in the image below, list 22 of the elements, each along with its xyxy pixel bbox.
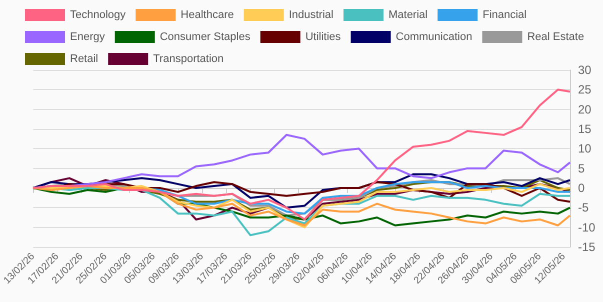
legend-label: Consumer Staples: [160, 31, 251, 43]
legend-label: Technology: [70, 9, 126, 21]
y-tick-label: 5: [578, 161, 585, 176]
legend-label: Material: [388, 9, 428, 21]
legend-label: Retail: [70, 53, 98, 65]
y-tick-label: -15: [578, 240, 596, 254]
y-tick-label: 15: [578, 122, 592, 136]
y-tick-label: 20: [578, 102, 592, 116]
legend-label: Communication: [396, 31, 472, 43]
y-tick-label: 25: [578, 82, 592, 97]
legend-label: Healthcare: [180, 9, 234, 21]
y-tick-label: -10: [578, 220, 596, 234]
legend-label: Utilities: [305, 31, 342, 43]
legend-label: Transportation: [153, 53, 224, 65]
y-tick-label: 0: [578, 181, 585, 195]
legend-label: Energy: [70, 31, 106, 43]
legend-label: Industrial: [288, 9, 334, 21]
y-tick-label: 10: [578, 142, 592, 156]
legend-label: Financial: [482, 9, 527, 21]
y-tick-label: -5: [578, 200, 589, 215]
legend-label: Real Estate: [527, 31, 584, 43]
y-tick-label: 30: [578, 63, 592, 77]
